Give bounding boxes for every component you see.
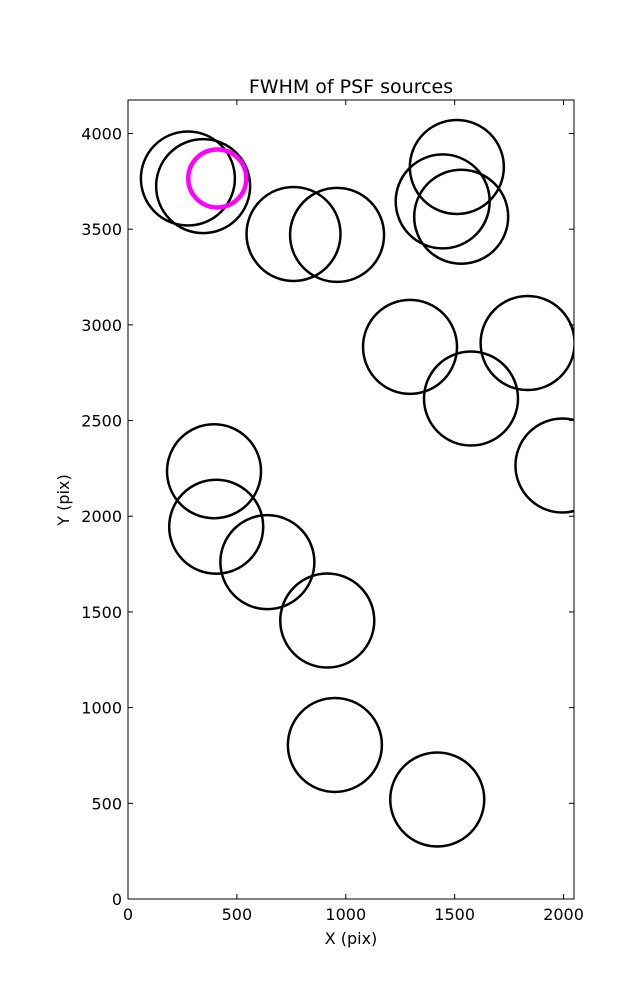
psf-source-circle — [388, 751, 486, 848]
y-tick-label: 4000 — [81, 124, 122, 143]
psf-source-circle — [154, 137, 252, 235]
psf-source-circle — [286, 696, 384, 794]
x-tick-label: 0 — [123, 905, 133, 924]
psf-source-circle — [167, 478, 265, 576]
highlighted-psf-source-circle — [186, 147, 249, 210]
axis-ticks: 0 500 1000 1500 2000 0 500 1000 1500 2000 2500 3000… — [81, 100, 584, 924]
psf-source-circle — [245, 185, 342, 283]
y-axis-label: Y (pix) — [54, 474, 73, 526]
plot-frame — [127, 99, 575, 900]
y-tick-label: 0 — [112, 890, 122, 909]
psf-source-circle — [219, 513, 316, 611]
psf-source-circle — [514, 417, 574, 514]
psf-source-circle — [361, 298, 459, 396]
y-tick-label: 2000 — [81, 507, 122, 526]
y-tick-label: 1500 — [81, 603, 122, 622]
y-tick-label: 3500 — [81, 220, 122, 239]
y-tick-label: 2500 — [81, 412, 122, 431]
x-tick-label: 1000 — [325, 905, 366, 924]
x-tick-label: 1500 — [434, 905, 475, 924]
psf-source-circle — [165, 423, 263, 520]
psf-source-circle — [422, 350, 520, 447]
psf-source-circle — [139, 130, 237, 227]
x-tick-label: 2000 — [543, 905, 584, 924]
y-tick-label: 1000 — [81, 699, 122, 718]
psf-source-circle — [479, 294, 574, 392]
psf-source-circle — [412, 168, 510, 265]
psf-source-circle — [279, 572, 376, 669]
data-points — [139, 118, 574, 848]
x-axis-label: X (pix) — [325, 929, 378, 948]
psf-source-circle — [394, 153, 491, 250]
y-tick-label: 500 — [91, 794, 122, 813]
psf-source-circle — [288, 186, 386, 284]
x-tick-label: 500 — [222, 905, 253, 924]
y-tick-label: 3000 — [81, 316, 122, 335]
chart-title: FWHM of PSF sources — [249, 76, 453, 98]
